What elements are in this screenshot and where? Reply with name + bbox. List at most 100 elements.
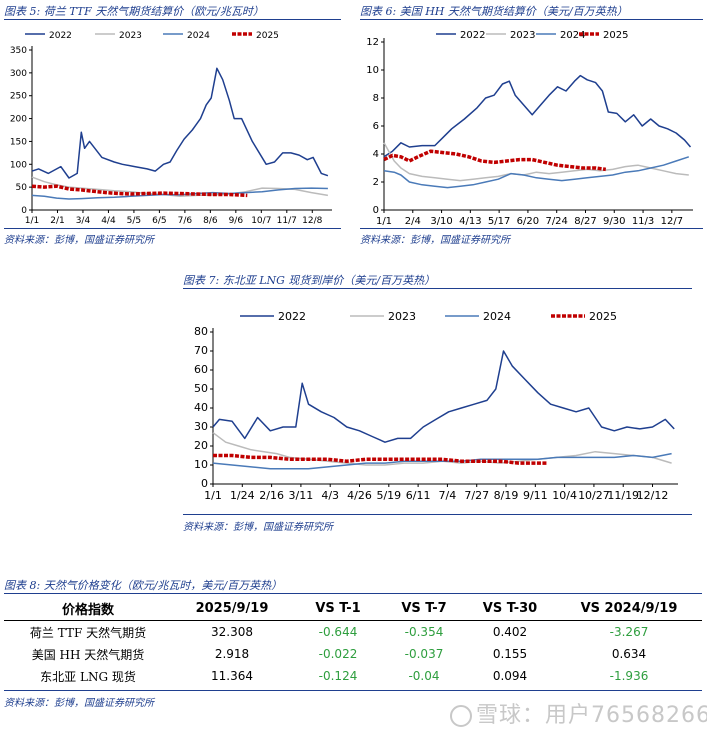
y-tick-label: 50 (194, 382, 208, 395)
legend-label-2023: 2023 (510, 30, 535, 41)
table-cell-name: 美国 HH 天然气期货 (31, 647, 145, 662)
table-cell-yoy: -1.936 (609, 669, 649, 683)
y-tick-label: 10 (194, 458, 208, 471)
x-tick-label: 8/6 (203, 216, 218, 226)
x-tick-label: 10/4 (552, 489, 577, 502)
header-index: 价格指数 (61, 602, 114, 618)
header-t30: VS T-30 (482, 600, 538, 616)
figure-5-source: 资料来源：彭博，国盛证券研究所 (4, 235, 154, 246)
x-tick-label: 9/11 (523, 489, 548, 502)
legend-label-2024: 2024 (187, 31, 210, 41)
x-tick-label: 4/3 (321, 489, 339, 502)
y-tick-label: 200 (10, 115, 27, 125)
table-row: 东北亚 LNG 现货 11.364 -0.124 -0.04 0.094 -1.936 (4, 665, 702, 687)
y-tick-label: 350 (10, 46, 27, 56)
x-tick-label: 9/6 (229, 216, 244, 226)
y-tick-label: 50 (16, 183, 28, 193)
y-tick-label: 8 (373, 93, 379, 104)
x-tick-label: 7/4 (439, 489, 457, 502)
series-line-2024 (212, 452, 672, 470)
table-row: 美国 HH 天然气期货 2.918 -0.022 -0.037 0.155 0.634 (4, 643, 702, 665)
x-tick-label: 2/1 (50, 216, 64, 226)
table-cell-t7: -0.04 (408, 669, 440, 683)
legend-label-2024: 2024 (560, 30, 585, 41)
series-line-2023 (383, 142, 689, 182)
series-line-2025 (213, 453, 547, 465)
figure-7-source: 资料来源：彭博，国盛证券研究所 (183, 522, 333, 533)
y-tick-label: 0 (373, 205, 379, 216)
x-tick-label: 1/1 (204, 489, 222, 502)
figure-7-bottom-rule (183, 514, 692, 515)
x-tick-label: 12/8 (302, 216, 322, 226)
series-line-2025 (383, 149, 607, 172)
x-tick-label: 8/27 (574, 216, 596, 227)
y-tick-label: 150 (10, 137, 27, 147)
y-tick-label: 40 (194, 401, 208, 414)
header-yoy: VS 2024/9/19 (580, 600, 678, 616)
y-tick-label: 0 (201, 477, 208, 490)
y-tick-label: 250 (10, 92, 27, 102)
watermark-text: 雪球：用户7656826679 (476, 703, 707, 728)
series-line-2022 (31, 67, 329, 179)
table-cell-value: 11.364 (211, 669, 253, 683)
x-tick-label: 4/4 (101, 216, 116, 226)
table-cell-name: 荷兰 TTF 天然气期货 (29, 625, 147, 640)
x-tick-label: 8/19 (494, 489, 519, 502)
table-row: 荷兰 TTF 天然气期货 32.308 -0.644 -0.354 0.402 -3.26… (4, 621, 702, 644)
x-tick-label: 1/1 (25, 216, 39, 226)
x-tick-label: 3/4 (76, 216, 91, 226)
x-tick-label: 1/24 (230, 489, 255, 502)
x-tick-label: 6/5 (152, 216, 166, 226)
x-tick-label: 9/30 (603, 216, 625, 227)
y-tick-label: 20 (194, 439, 208, 452)
price-table-wrapper: 价格指数 2025/9/19 VS T-1 VS T-7 VS T-30 VS … (4, 596, 702, 687)
series-line-2025 (31, 184, 248, 198)
table-cell-yoy: 0.634 (611, 647, 647, 661)
table-cell-t1: -0.124 (318, 669, 358, 683)
legend-label-2025: 2025 (256, 31, 279, 41)
x-tick-label: 11/19 (607, 489, 639, 502)
y-tick-label: 6 (373, 121, 379, 132)
x-tick-label: 12/12 (637, 489, 669, 502)
figure-6-rule (360, 19, 703, 20)
table-cell-yoy: -3.267 (609, 625, 649, 639)
table-header-row: 价格指数 2025/9/19 VS T-1 VS T-7 VS T-30 VS … (4, 596, 702, 621)
table-cell-t30: 0.094 (492, 669, 528, 683)
figure-6-bottom-rule (360, 228, 703, 229)
table-cell-t7: -0.354 (404, 625, 444, 639)
y-tick-label: 60 (194, 363, 208, 376)
x-tick-label: 3/11 (289, 489, 314, 502)
x-tick-label: 4/13 (459, 216, 481, 227)
table-cell-t30: 0.402 (492, 625, 528, 639)
x-tick-label: 11/7 (277, 216, 297, 226)
price-change-table: 价格指数 2025/9/19 VS T-1 VS T-7 VS T-30 VS … (4, 596, 702, 687)
y-tick-label: 2 (373, 177, 379, 188)
table-cell-value: 2.918 (214, 647, 250, 661)
x-tick-label: 7/24 (545, 216, 567, 227)
x-tick-label: 5/19 (376, 489, 401, 502)
x-tick-label: 11/3 (632, 216, 654, 227)
y-tick-label: 100 (10, 160, 27, 170)
table-cell-name: 东北亚 LNG 现货 (40, 669, 136, 684)
figure-7-title: 图表 7: 东北亚 LNG 现货到岸价（美元/百万英热） (183, 274, 436, 287)
y-tick-label: 4 (373, 149, 379, 160)
series-line-2022 (212, 350, 675, 443)
header-date: 2025/9/19 (195, 600, 269, 616)
y-tick-label: 12 (366, 37, 379, 48)
x-tick-label: 4/26 (347, 489, 372, 502)
figure-6-title: 图表 6: 美国 HH 天然气期货结算价（美元/百万英热） (360, 5, 628, 18)
legend-label-2023: 2023 (119, 31, 142, 41)
figure-8-rule (4, 593, 702, 594)
figure-7-rule (183, 288, 692, 289)
x-tick-label: 1/1 (376, 216, 392, 227)
x-tick-label: 2/16 (259, 489, 284, 502)
figure-5-title: 图表 5: 荷兰 TTF 天然气期货结算价（欧元/兆瓦时） (4, 5, 264, 18)
figure-8-title: 图表 8: 天然气价格变化（欧元/兆瓦时，美元/百万英热） (4, 579, 283, 592)
header-t7: VS T-7 (401, 600, 447, 616)
table-cell-t1: -0.022 (318, 647, 358, 661)
snowball-logo-icon (450, 705, 472, 727)
legend-label-2022: 2022 (460, 30, 485, 41)
header-t1: VS T-1 (315, 600, 361, 616)
legend-label-2022: 2022 (278, 310, 306, 323)
legend-label-2023: 2023 (388, 310, 416, 323)
